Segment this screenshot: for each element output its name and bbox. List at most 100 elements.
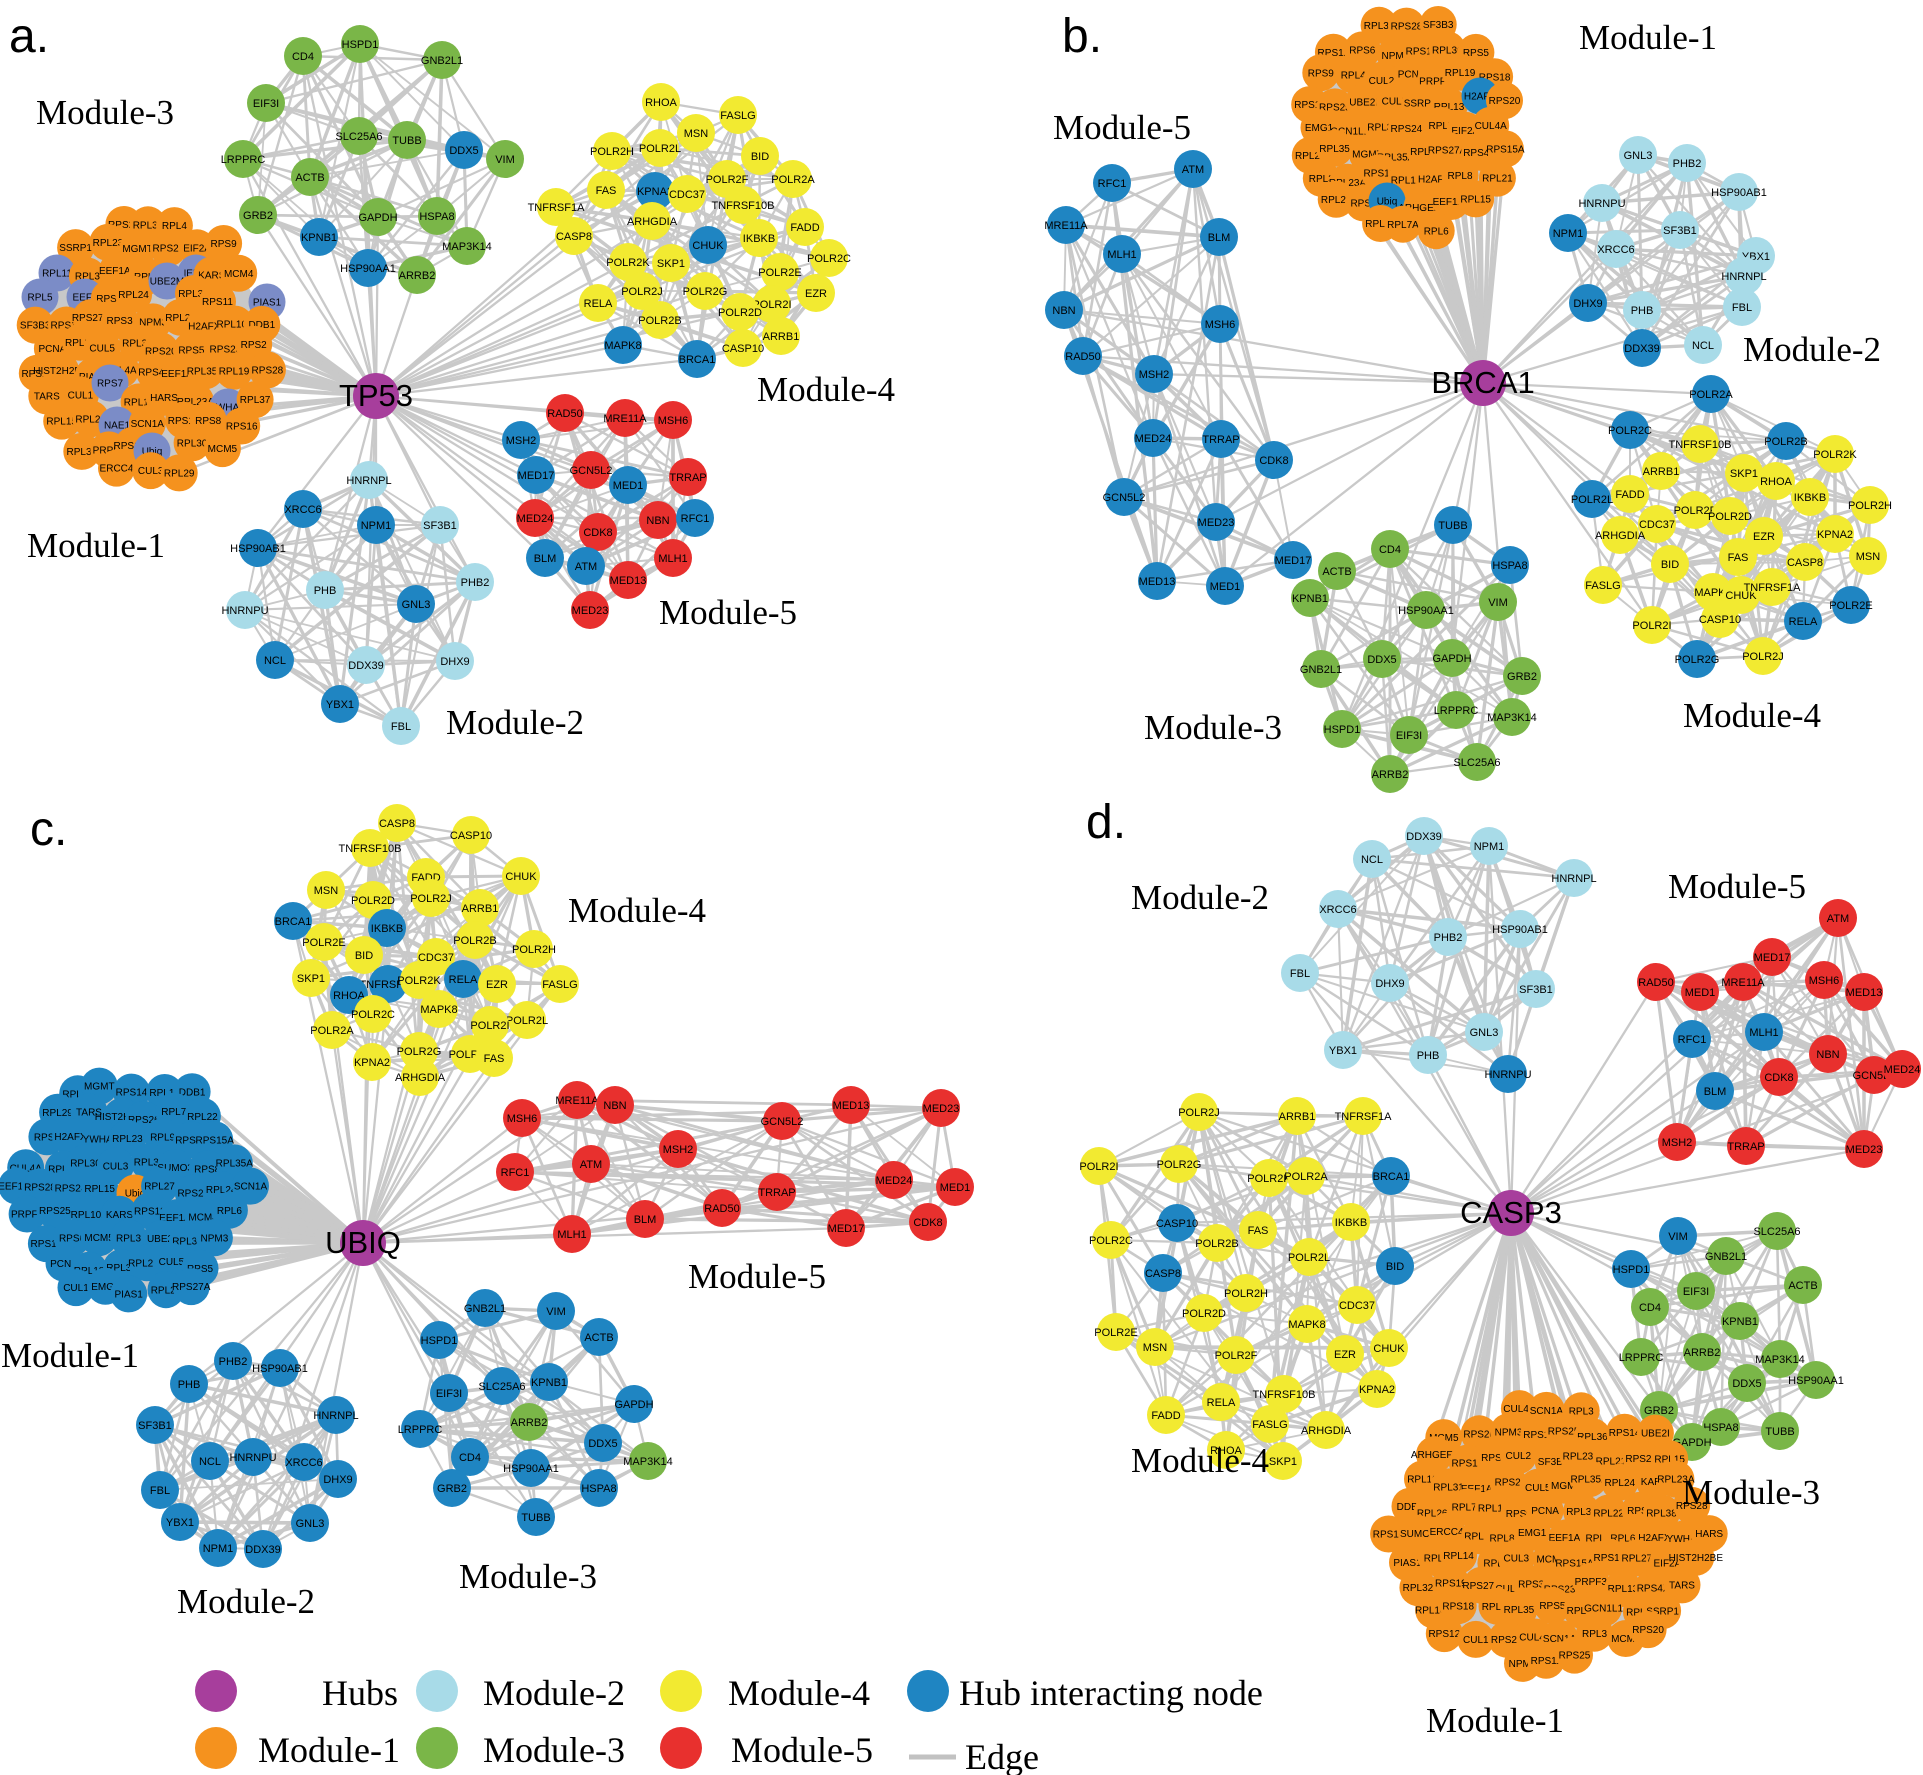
svg-text:POLR2B: POLR2B bbox=[638, 315, 681, 327]
svg-text:IKBKB: IKBKB bbox=[743, 233, 775, 245]
svg-text:KPNB1: KPNB1 bbox=[1292, 593, 1328, 605]
svg-text:HARS: HARS bbox=[150, 393, 178, 404]
svg-text:DHX9: DHX9 bbox=[440, 656, 469, 668]
svg-text:RPL36: RPL36 bbox=[1577, 1432, 1608, 1443]
svg-text:GCN5L2: GCN5L2 bbox=[761, 1116, 804, 1128]
svg-text:MSH2: MSH2 bbox=[506, 435, 537, 447]
svg-text:UBE2I: UBE2I bbox=[147, 1234, 176, 1245]
svg-text:POLR2J: POLR2J bbox=[621, 286, 663, 298]
svg-text:RPL12: RPL12 bbox=[1391, 176, 1422, 187]
svg-text:NCL: NCL bbox=[1692, 340, 1714, 352]
svg-text:c.: c. bbox=[30, 803, 67, 856]
svg-text:POLR2G: POLR2G bbox=[1675, 654, 1720, 666]
svg-text:SCN1A: SCN1A bbox=[234, 1182, 268, 1193]
svg-text:DDX5: DDX5 bbox=[449, 145, 478, 157]
svg-text:PRPF3: PRPF3 bbox=[11, 1210, 44, 1221]
svg-text:POLR2E: POLR2E bbox=[758, 267, 801, 279]
svg-text:RELA: RELA bbox=[584, 298, 613, 310]
svg-text:RPL18: RPL18 bbox=[1410, 147, 1441, 158]
svg-text:HSPA8: HSPA8 bbox=[1703, 1422, 1738, 1434]
svg-text:H2AFX: H2AFX bbox=[1464, 92, 1497, 103]
svg-text:MGMT: MGMT bbox=[122, 244, 153, 255]
svg-text:FAS: FAS bbox=[1728, 552, 1749, 564]
svg-text:CASP8: CASP8 bbox=[556, 231, 592, 243]
svg-text:Module-2: Module-2 bbox=[446, 703, 584, 742]
svg-text:RPL8: RPL8 bbox=[1489, 1534, 1514, 1545]
svg-text:Module-2: Module-2 bbox=[483, 1673, 625, 1713]
svg-text:d.: d. bbox=[1086, 796, 1126, 849]
svg-text:GCN5L2: GCN5L2 bbox=[1103, 492, 1146, 504]
svg-text:POLR2I: POLR2I bbox=[1079, 1161, 1118, 1173]
svg-text:ATM: ATM bbox=[580, 1159, 602, 1171]
svg-text:RPS6: RPS6 bbox=[1349, 46, 1376, 57]
svg-text:RPS5: RPS5 bbox=[1539, 1601, 1566, 1612]
svg-text:POLR2G: POLR2G bbox=[683, 286, 728, 298]
svg-text:ARHGEF4: ARHGEF4 bbox=[1398, 203, 1446, 214]
svg-text:SCN1A: SCN1A bbox=[1543, 1634, 1577, 1645]
svg-text:Module-1: Module-1 bbox=[1, 1336, 139, 1375]
svg-text:SSRP1: SSRP1 bbox=[1646, 1606, 1679, 1617]
svg-text:RHOA: RHOA bbox=[645, 97, 677, 109]
svg-text:GAPDH: GAPDH bbox=[358, 212, 397, 224]
svg-text:RPL3: RPL3 bbox=[1309, 174, 1334, 185]
svg-text:ATM: ATM bbox=[1182, 164, 1204, 176]
svg-text:FASLG: FASLG bbox=[1585, 580, 1620, 592]
svg-text:NAE1: NAE1 bbox=[104, 421, 131, 432]
svg-text:HSP90AA1: HSP90AA1 bbox=[503, 1463, 559, 1475]
svg-text:MAPK8: MAPK8 bbox=[604, 340, 641, 352]
svg-text:RPS5: RPS5 bbox=[1463, 48, 1490, 59]
svg-text:NPM3: NPM3 bbox=[1509, 1659, 1537, 1670]
svg-text:RPS4X: RPS4X bbox=[1463, 148, 1496, 159]
svg-text:RPS3: RPS3 bbox=[1518, 1579, 1545, 1590]
svg-text:RPS25: RPS25 bbox=[39, 1206, 71, 1217]
svg-text:POLR2H: POLR2H bbox=[512, 944, 556, 956]
svg-text:CUL4A: CUL4A bbox=[1475, 121, 1508, 132]
svg-text:CASP10: CASP10 bbox=[450, 830, 492, 842]
svg-text:MED1: MED1 bbox=[940, 1182, 971, 1194]
svg-text:EEF1A2: EEF1A2 bbox=[161, 369, 199, 380]
svg-text:YBX1: YBX1 bbox=[326, 699, 354, 711]
svg-text:SLC25A6: SLC25A6 bbox=[335, 131, 382, 143]
svg-text:POLR2E: POLR2E bbox=[1094, 1327, 1137, 1339]
svg-text:POLR2A: POLR2A bbox=[310, 1025, 354, 1037]
svg-text:CUL1: CUL1 bbox=[63, 1283, 89, 1294]
svg-text:POLR2K: POLR2K bbox=[1813, 449, 1857, 461]
svg-text:RPS10: RPS10 bbox=[1452, 1459, 1484, 1470]
svg-text:MCM5: MCM5 bbox=[1611, 1634, 1641, 1645]
svg-text:RPS26: RPS26 bbox=[153, 244, 185, 255]
svg-text:ARHGDIA: ARHGDIA bbox=[1301, 1425, 1352, 1437]
svg-text:ACTB: ACTB bbox=[1788, 1280, 1817, 1292]
svg-text:RPS15A: RPS15A bbox=[114, 441, 153, 452]
svg-text:GNL3: GNL3 bbox=[1624, 150, 1653, 162]
svg-text:MED13: MED13 bbox=[1846, 987, 1883, 999]
svg-text:DDX39: DDX39 bbox=[245, 1544, 280, 1556]
svg-text:EEF1A1: EEF1A1 bbox=[1461, 1484, 1499, 1495]
svg-text:DDX5: DDX5 bbox=[588, 1438, 617, 1450]
svg-text:HIST2H2BE: HIST2H2BE bbox=[1669, 1553, 1724, 1564]
svg-text:RPL35: RPL35 bbox=[1319, 144, 1350, 155]
svg-text:POLR2G: POLR2G bbox=[397, 1046, 442, 1058]
svg-text:RPL36: RPL36 bbox=[178, 289, 209, 300]
svg-text:RPL24: RPL24 bbox=[206, 1185, 237, 1196]
svg-text:POLR2A: POLR2A bbox=[1284, 1171, 1328, 1183]
svg-text:SKP1: SKP1 bbox=[1730, 468, 1758, 480]
svg-text:RFC1: RFC1 bbox=[681, 513, 710, 525]
svg-text:RPL18: RPL18 bbox=[74, 1266, 105, 1277]
svg-text:RPL15: RPL15 bbox=[46, 417, 77, 428]
svg-text:RPL34: RPL34 bbox=[1367, 123, 1398, 134]
svg-text:GNL3: GNL3 bbox=[1470, 1027, 1499, 1039]
svg-text:RPS25: RPS25 bbox=[1548, 1427, 1580, 1438]
svg-text:MSH2: MSH2 bbox=[1662, 1137, 1693, 1149]
svg-text:RPS18: RPS18 bbox=[1442, 1601, 1474, 1612]
svg-text:RPS3: RPS3 bbox=[107, 316, 134, 327]
svg-text:GCN5L2: GCN5L2 bbox=[570, 465, 613, 477]
svg-text:RPS13: RPS13 bbox=[1594, 1553, 1626, 1564]
svg-text:CUL4B: CUL4B bbox=[1503, 1404, 1536, 1415]
svg-text:KARS: KARS bbox=[1641, 1477, 1669, 1488]
svg-text:TARS: TARS bbox=[1669, 1581, 1695, 1592]
svg-text:GRB2: GRB2 bbox=[243, 210, 273, 222]
svg-text:DDX39: DDX39 bbox=[348, 660, 383, 672]
svg-text:PCNA: PCNA bbox=[39, 344, 67, 355]
svg-text:EZR: EZR bbox=[486, 979, 508, 991]
svg-text:YBX1: YBX1 bbox=[166, 1517, 194, 1529]
